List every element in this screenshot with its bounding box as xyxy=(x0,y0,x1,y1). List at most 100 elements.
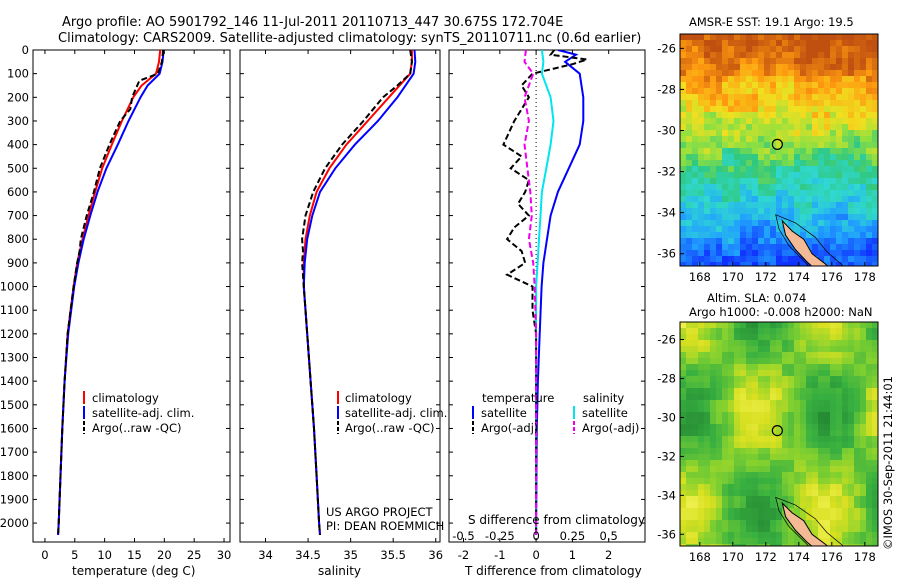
sla-map-cell xyxy=(824,508,831,515)
sst-map-cell xyxy=(794,178,801,185)
sla-map-cell xyxy=(842,388,849,395)
sla-map-cell xyxy=(842,478,849,485)
sst-map-cell xyxy=(782,94,789,101)
sst-map-cell xyxy=(812,154,819,161)
sst-map-cell xyxy=(722,136,729,143)
sla-map-cell xyxy=(848,376,855,383)
sla-map-cell xyxy=(788,508,795,515)
sst-map-cell xyxy=(764,82,771,89)
sla-map-cell xyxy=(722,502,729,509)
sla-map-cell xyxy=(830,478,837,485)
sst-map-cell xyxy=(854,202,861,209)
sla-map-cell xyxy=(740,520,747,527)
sla-map-cell xyxy=(680,406,687,413)
sla-map-cell xyxy=(704,352,711,359)
sst-map-cell xyxy=(746,172,753,179)
sla-map-cell xyxy=(710,376,717,383)
sst-map-cell xyxy=(824,184,831,191)
sst-map-cell xyxy=(806,64,813,71)
sst-map-cell xyxy=(710,184,717,191)
sla-map-cell xyxy=(794,328,801,335)
sla-map-cell xyxy=(866,400,873,407)
sla-map-cell xyxy=(698,424,705,431)
sst-map-cell xyxy=(716,196,723,203)
sla-map-cell xyxy=(800,352,807,359)
temperature-axis-label: temperature (deg C) xyxy=(72,564,195,578)
sst-map-cell xyxy=(824,106,831,113)
sla-map-cell xyxy=(854,478,861,485)
sst-map-cell xyxy=(776,202,783,209)
sla-map-cell xyxy=(818,322,825,329)
sla-map-cell xyxy=(860,340,867,347)
sst-map-cell xyxy=(704,220,711,227)
sla-map-xtick-label: 176 xyxy=(821,550,843,564)
sst-map-cell xyxy=(770,100,777,107)
sst-map-cell xyxy=(818,244,825,251)
sla-map-cell xyxy=(842,358,849,365)
sst-map-cell xyxy=(854,262,861,266)
sla-map-cell xyxy=(848,322,855,329)
sst-map-cell xyxy=(860,250,867,257)
sla-map-cell xyxy=(722,472,729,479)
sla-map-cell xyxy=(860,376,867,383)
sst-map-cell xyxy=(686,94,693,101)
project-label: US ARGO PROJECT xyxy=(326,505,434,519)
sst-map-cell xyxy=(692,214,699,221)
sst-map-cell xyxy=(698,124,705,131)
sla-map-cell xyxy=(686,472,693,479)
sla-map-cell xyxy=(722,376,729,383)
sla-map-cell xyxy=(848,544,855,546)
depth-tick-label: 0 xyxy=(22,43,29,57)
sla-map-cell xyxy=(710,340,717,347)
sla-map-cell xyxy=(830,352,837,359)
sla-map-cell xyxy=(698,436,705,443)
sla-map-cell xyxy=(740,484,747,491)
sst-map-cell xyxy=(698,88,705,95)
sst-map-cell xyxy=(752,58,759,65)
sla-map-cell xyxy=(716,388,723,395)
sla-map-cell xyxy=(698,526,705,533)
sla-map-cell xyxy=(740,376,747,383)
sla-map-cell xyxy=(776,490,783,497)
sst-map-cell xyxy=(806,154,813,161)
sla-map-cell xyxy=(854,364,861,371)
sst-map-cell xyxy=(746,88,753,95)
sst-map-cell xyxy=(710,88,717,95)
sst-map-cell xyxy=(722,154,729,161)
sla-map-cell xyxy=(782,514,789,521)
sla-map-cell xyxy=(680,508,687,515)
sst-map-cell xyxy=(830,58,837,65)
sla-map-cell xyxy=(830,358,837,365)
sst-map-cell xyxy=(698,52,705,59)
sla-map-cell xyxy=(848,442,855,449)
sst-map-cell xyxy=(752,220,759,227)
sla-map-cell xyxy=(710,328,717,335)
sst-map-cell xyxy=(800,64,807,71)
sst-map-cell xyxy=(686,136,693,143)
sla-map-cell xyxy=(740,406,747,413)
sla-map-cell xyxy=(860,508,867,515)
sst-map-cell xyxy=(692,70,699,77)
sla-map-cell xyxy=(746,334,753,341)
sla-map-cell xyxy=(788,364,795,371)
sst-map-cell xyxy=(818,160,825,167)
sla-map-cell xyxy=(740,400,747,407)
sst-map-cell xyxy=(764,238,771,245)
sst-map-cell xyxy=(746,166,753,173)
sst-map-cell xyxy=(680,52,687,59)
sst-map-cell xyxy=(830,70,837,77)
sla-map-cell xyxy=(824,442,831,449)
sst-map-cell xyxy=(782,166,789,173)
sla-map-cell xyxy=(800,382,807,389)
sst-map-cell xyxy=(728,184,735,191)
sst-map-cell xyxy=(752,46,759,53)
sla-map-cell xyxy=(812,400,819,407)
sla-map-cell xyxy=(800,370,807,377)
sla-map-cell xyxy=(836,460,843,467)
sla-map-cell xyxy=(728,328,735,335)
sla-map-cell xyxy=(818,442,825,449)
sla-map-cell xyxy=(710,358,717,365)
sst-map-cell xyxy=(692,160,699,167)
sst-map-cell xyxy=(704,208,711,215)
sst-map-cell xyxy=(818,184,825,191)
